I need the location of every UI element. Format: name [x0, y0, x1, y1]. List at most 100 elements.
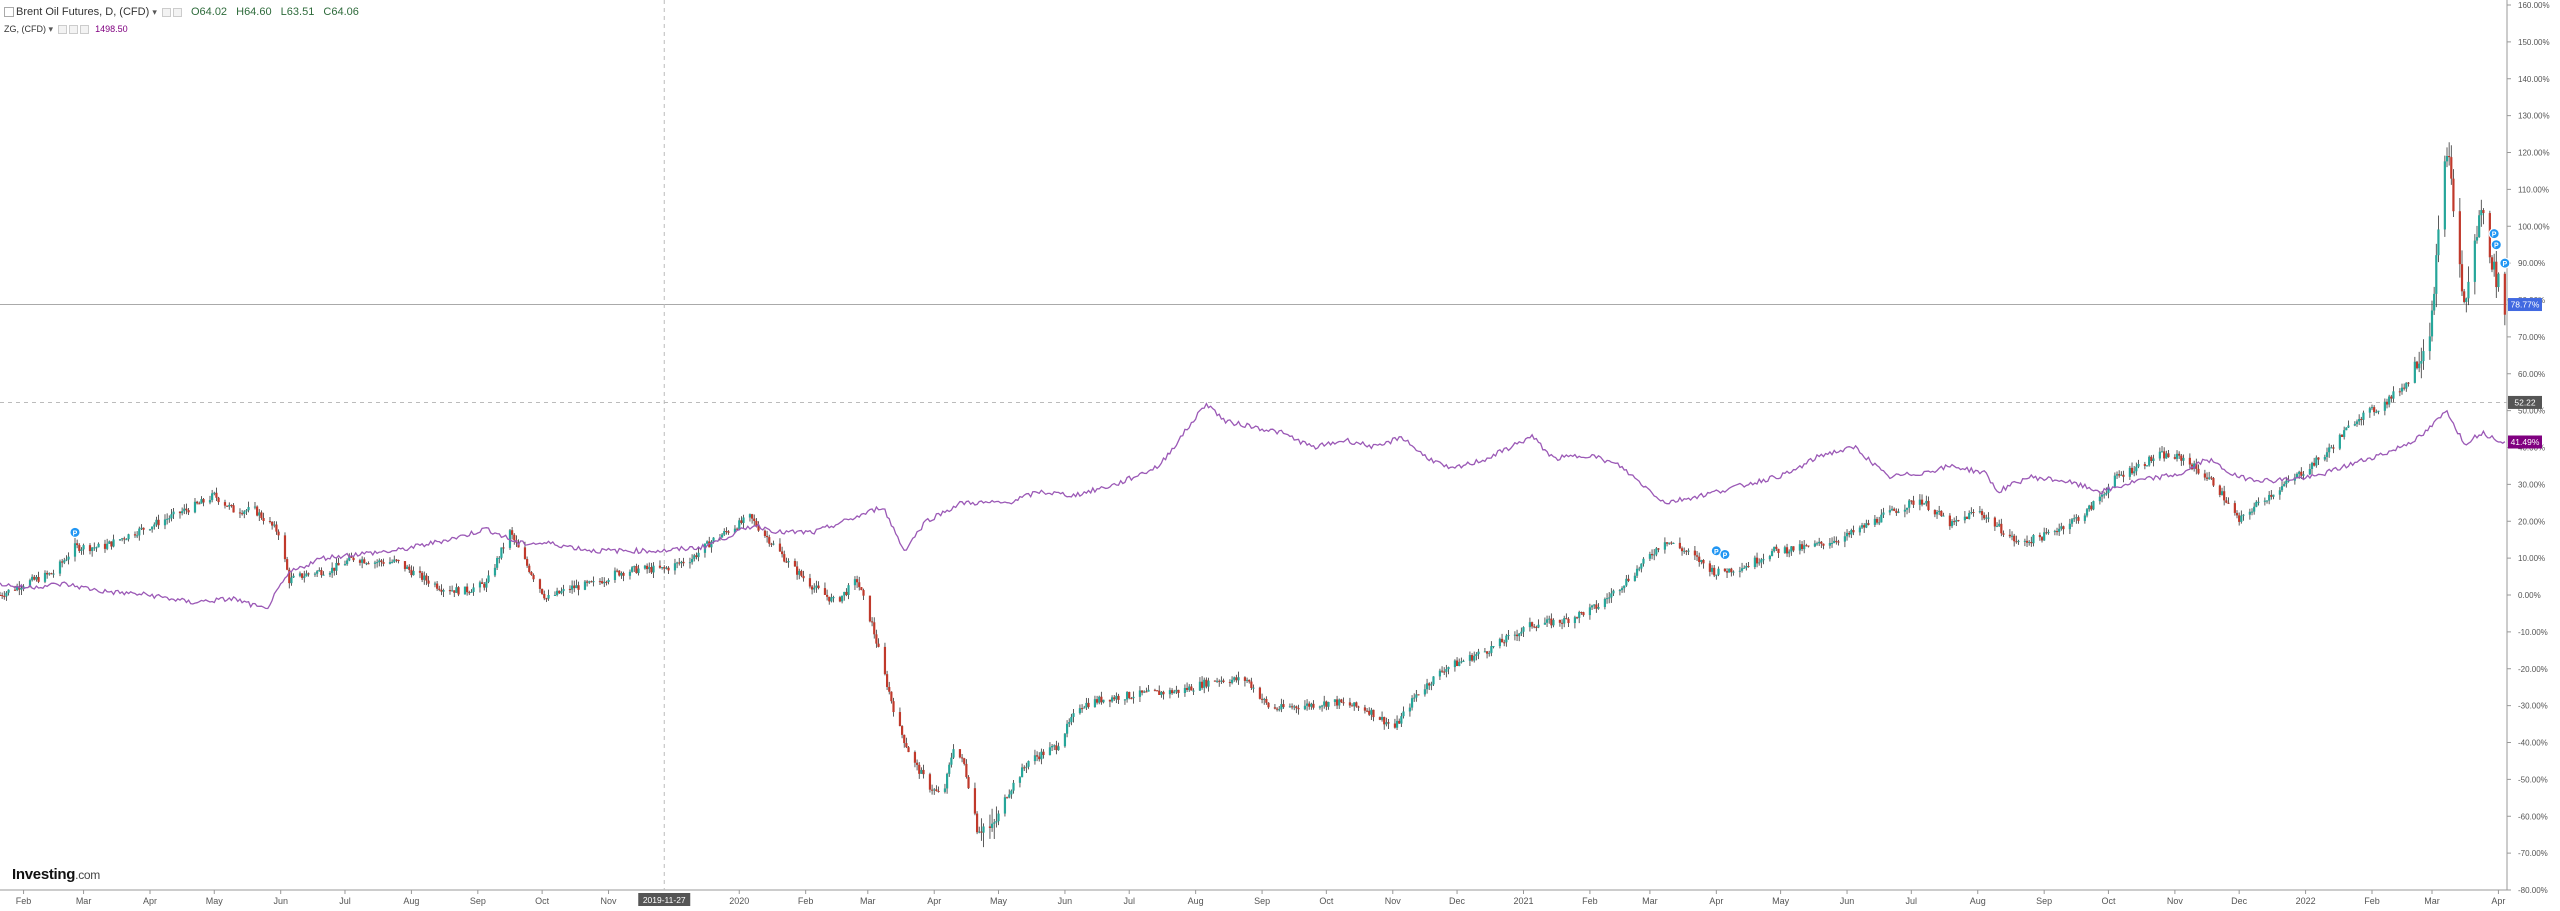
- ohlc-high: H64.60: [236, 6, 272, 18]
- candle-body: [1588, 607, 1592, 616]
- event-marker-glyph: P: [1723, 552, 1728, 559]
- settings-icon[interactable]: [57, 25, 67, 35]
- candle-body: [67, 556, 70, 560]
- x-tick-label: Apr: [2491, 896, 2505, 906]
- candle-body: [2208, 477, 2211, 479]
- candle-body: [2358, 418, 2361, 422]
- candle-body: [2148, 456, 2151, 466]
- candle-body: [1113, 697, 1116, 700]
- candle-body: [73, 543, 77, 557]
- candle-body: [1207, 680, 1210, 687]
- candle-body: [202, 499, 205, 503]
- legend-compare[interactable]: ZG, (CFD) ▾ 1498.50: [4, 24, 128, 35]
- event-marker-icon[interactable]: [2488, 228, 2500, 240]
- brent-last-price-label-box: [2508, 298, 2542, 312]
- candle-body: [633, 566, 636, 568]
- candle-body: [727, 531, 730, 533]
- candle-body: [2405, 382, 2408, 389]
- candle-body: [1177, 689, 1180, 693]
- candle-body: [825, 594, 829, 597]
- x-tick-label: May: [1772, 896, 1790, 906]
- event-marker-icon[interactable]: [1719, 548, 1731, 560]
- candle-body: [1860, 525, 1864, 528]
- candle-body: [556, 590, 559, 595]
- candle-body: [1123, 699, 1127, 701]
- candle-body: [1873, 518, 1876, 525]
- candle-body: [1188, 686, 1191, 690]
- candle-body: [1183, 687, 1187, 693]
- settings-icon[interactable]: [161, 7, 171, 17]
- candle-body: [1923, 503, 1926, 505]
- candle-body: [2475, 237, 2479, 241]
- candle-body: [1125, 691, 1129, 700]
- visibility-icon[interactable]: [68, 25, 78, 35]
- candle-body: [2422, 351, 2425, 362]
- candle-body: [455, 587, 458, 593]
- collapse-toggle-icon[interactable]: [4, 7, 14, 18]
- candle-body: [1050, 745, 1054, 748]
- candle-body: [2098, 496, 2101, 502]
- x-tick-label: 2021: [1513, 896, 1533, 906]
- candle-body: [1965, 516, 1969, 519]
- candle-body: [1248, 679, 1251, 682]
- candle-body: [1500, 638, 1504, 643]
- candle-body: [571, 585, 574, 590]
- candle-body: [2058, 528, 2061, 532]
- candle-body: [466, 586, 469, 593]
- candle-body: [1955, 520, 1958, 522]
- candle-body: [1768, 556, 1771, 560]
- candle-body: [1413, 697, 1416, 699]
- event-marker-glyph: P: [2494, 243, 2499, 250]
- candle-body: [1713, 567, 1716, 576]
- candle-body: [1303, 705, 1307, 710]
- chevron-down-icon[interactable]: ▾: [152, 7, 157, 17]
- event-marker-icon[interactable]: [2490, 239, 2502, 251]
- candle-body: [1115, 695, 1118, 700]
- candle-body: [1880, 514, 1883, 523]
- candle-body: [892, 701, 895, 713]
- candle-body: [2180, 455, 2183, 461]
- candle-body: [1623, 585, 1626, 589]
- close-icon[interactable]: [79, 25, 89, 35]
- event-marker-icon[interactable]: [69, 526, 81, 538]
- candle-body: [607, 579, 610, 582]
- candle-body: [978, 831, 981, 833]
- candle-body: [1533, 626, 1536, 628]
- candle-body: [2013, 535, 2016, 542]
- candle-body: [772, 543, 775, 545]
- candle-body: [2218, 485, 2221, 495]
- candle-body: [1233, 677, 1236, 680]
- candle-body: [858, 582, 861, 588]
- candle-body: [667, 567, 670, 571]
- candle-body: [123, 538, 126, 540]
- candle-body: [2073, 518, 2076, 520]
- candle-body: [2373, 407, 2376, 413]
- candle-body: [1318, 706, 1322, 708]
- candle-body: [1222, 680, 1225, 683]
- ohlc-low: L63.51: [280, 6, 315, 18]
- candle-body: [228, 504, 231, 507]
- close-icon[interactable]: [172, 7, 182, 17]
- candle-body: [1850, 530, 1853, 535]
- candle-body: [1432, 676, 1435, 685]
- candle-body: [793, 561, 797, 567]
- candle-body: [1175, 689, 1178, 692]
- candle-body: [937, 790, 940, 792]
- candle-body: [845, 591, 848, 595]
- candle-body: [2150, 456, 2153, 461]
- candle-body: [2188, 457, 2191, 465]
- candle-body: [1575, 617, 1579, 619]
- candle-body: [1243, 677, 1247, 681]
- candle-body: [1863, 525, 1866, 528]
- candle-body: [973, 788, 977, 814]
- candle-body: [873, 622, 876, 635]
- logo-suffix: .com: [75, 868, 100, 882]
- candle-body: [155, 519, 158, 525]
- candle-body: [2077, 517, 2080, 521]
- legend-main[interactable]: Brent Oil Futures, D, (CFD) ▾ O64.02 H64…: [4, 6, 359, 18]
- candle-body: [817, 585, 820, 589]
- event-marker-icon[interactable]: [2499, 257, 2511, 269]
- chevron-down-icon[interactable]: ▾: [48, 24, 54, 34]
